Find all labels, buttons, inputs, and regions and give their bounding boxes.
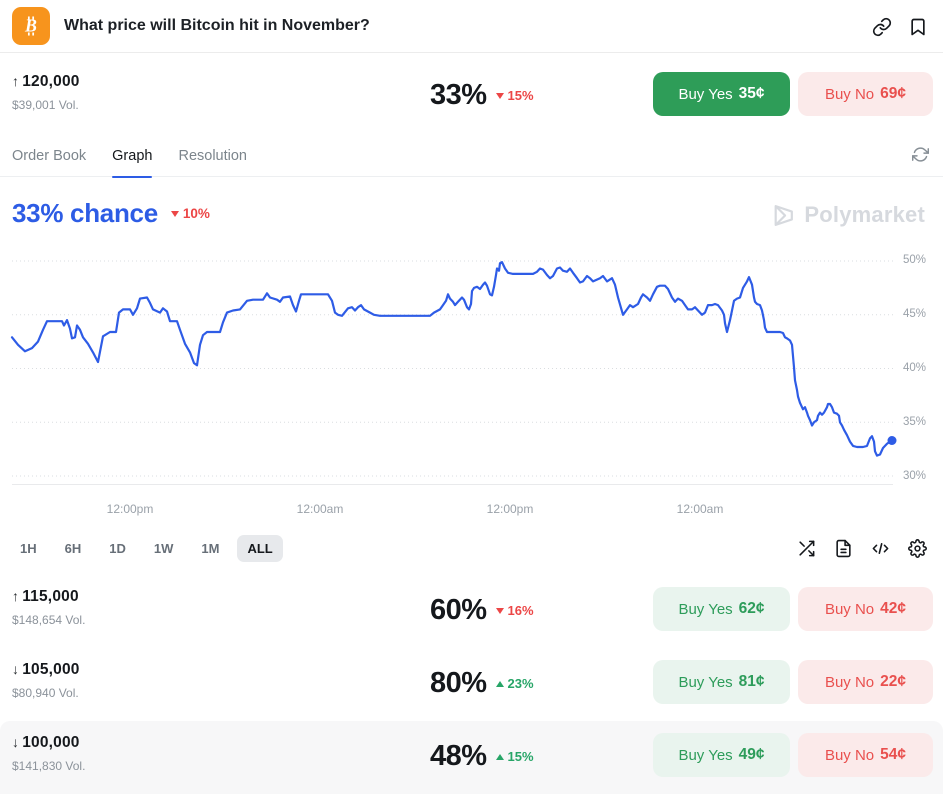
buy-no-button[interactable]: Buy No 42¢ xyxy=(798,587,933,631)
x-axis-tick: 12:00am xyxy=(676,502,724,516)
y-axis-tick: 50% xyxy=(903,254,927,266)
settings-gear-icon[interactable] xyxy=(908,539,927,558)
outcome-volume: $148,654 Vol. xyxy=(12,613,86,627)
outcome-volume: $80,940 Vol. xyxy=(12,686,79,700)
triangle-up-icon xyxy=(495,753,504,760)
buy-no-button[interactable]: Buy No 54¢ xyxy=(798,733,933,777)
chance-value: 60% xyxy=(430,594,487,626)
y-axis-tick: 40% xyxy=(903,362,927,374)
chart-tools xyxy=(797,539,927,558)
y-axis-tick: 30% xyxy=(903,470,927,482)
svg-text:B: B xyxy=(24,16,37,36)
x-axis-tick: 12:00am xyxy=(296,502,344,516)
y-axis-tick: 45% xyxy=(903,308,927,320)
tab-order-book[interactable]: Order Book xyxy=(12,148,87,164)
x-axis-tick: 12:00pm xyxy=(486,502,534,516)
up-arrow-icon: ↑ xyxy=(12,73,20,89)
timeframe-bar: 1H 6H 1D 1W 1M ALL xyxy=(10,535,283,562)
buy-yes-button[interactable]: Buy Yes 49¢ xyxy=(653,733,790,777)
outcome-name: ↑ 120,000 xyxy=(12,73,80,90)
chance-change: 15% xyxy=(495,749,534,764)
refresh-icon[interactable] xyxy=(912,146,929,163)
tab-graph[interactable]: Graph xyxy=(112,140,153,178)
market-row-100000: ↓ 100,000 $141,830 Vol. 48% 15% Buy Yes 49… xyxy=(0,721,943,794)
down-arrow-icon: ↓ xyxy=(12,734,20,750)
outcome-volume: $141,830 Vol. xyxy=(12,759,86,773)
chance-group: 33% 15% xyxy=(430,79,534,112)
chance-value: 80% xyxy=(430,667,487,699)
chance-headline-change: 10% xyxy=(170,206,210,221)
compare-shuffle-icon[interactable] xyxy=(797,539,816,558)
tab-resolution[interactable]: Resolution xyxy=(178,148,247,164)
chance-group: 60% 16% xyxy=(430,594,534,627)
outcome-name: ↓ 105,000 xyxy=(12,661,80,678)
up-arrow-icon: ↑ xyxy=(12,588,20,604)
document-icon[interactable] xyxy=(834,539,853,558)
tab-bar: Order Book Graph Resolution xyxy=(0,140,943,178)
chance-group: 80% 23% xyxy=(430,667,534,700)
chance-change: 23% xyxy=(495,676,534,691)
chance-value: 48% xyxy=(430,740,487,772)
outcome-name: ↑ 115,000 xyxy=(12,588,79,605)
timeframe-1h[interactable]: 1H xyxy=(10,535,47,562)
chance-group: 48% 15% xyxy=(430,740,534,773)
chance-change: 15% xyxy=(495,88,534,103)
outcome-volume: $39,001 Vol. xyxy=(12,98,79,112)
buy-yes-button[interactable]: Buy Yes 81¢ xyxy=(653,660,790,704)
bitcoin-icon: B xyxy=(12,7,50,45)
y-axis-tick: 35% xyxy=(903,416,927,428)
market-header: B What price will Bitcoin hit in Novembe… xyxy=(0,0,943,53)
timeframe-1w[interactable]: 1W xyxy=(144,535,184,562)
market-row-115000: ↑ 115,000 $148,654 Vol. 60% 16% Buy Yes 62… xyxy=(0,575,943,648)
timeframe-1m[interactable]: 1M xyxy=(191,535,229,562)
chance-headline: 33% chance 10% xyxy=(12,198,210,229)
buy-yes-button[interactable]: Buy Yes 35¢ xyxy=(653,72,790,116)
buy-no-button[interactable]: Buy No 22¢ xyxy=(798,660,933,704)
polymarket-watermark: Polymarket xyxy=(771,202,925,228)
triangle-down-icon xyxy=(170,210,179,217)
timeframe-6h[interactable]: 6H xyxy=(55,535,92,562)
timeframe-all[interactable]: ALL xyxy=(237,535,283,562)
chance-headline-value: 33% chance xyxy=(12,198,158,228)
buy-no-button[interactable]: Buy No 69¢ xyxy=(798,72,933,116)
triangle-up-icon xyxy=(495,680,504,687)
chance-value: 33% xyxy=(430,79,487,111)
down-arrow-icon: ↓ xyxy=(12,661,20,677)
copy-link-icon[interactable] xyxy=(872,17,892,37)
page-title: What price will Bitcoin hit in November? xyxy=(64,17,370,34)
x-axis-tick: 12:00pm xyxy=(106,502,154,516)
polymarket-logo-icon xyxy=(771,203,796,228)
bookmark-icon[interactable] xyxy=(908,17,928,37)
triangle-down-icon xyxy=(495,607,504,614)
market-row-120000: ↑ 120,000 $39,001 Vol. 33% 15% Buy Yes 35¢… xyxy=(0,60,943,133)
market-row-105000: ↓ 105,000 $80,940 Vol. 80% 23% Buy Yes 81¢… xyxy=(0,648,943,721)
buy-yes-button[interactable]: Buy Yes 62¢ xyxy=(653,587,790,631)
timeframe-1d[interactable]: 1D xyxy=(99,535,136,562)
embed-code-icon[interactable] xyxy=(871,539,890,558)
price-chart[interactable] xyxy=(0,245,943,495)
chance-change: 16% xyxy=(495,603,534,618)
watermark-text: Polymarket xyxy=(804,202,925,227)
triangle-down-icon xyxy=(495,92,504,99)
outcome-name: ↓ 100,000 xyxy=(12,734,80,751)
